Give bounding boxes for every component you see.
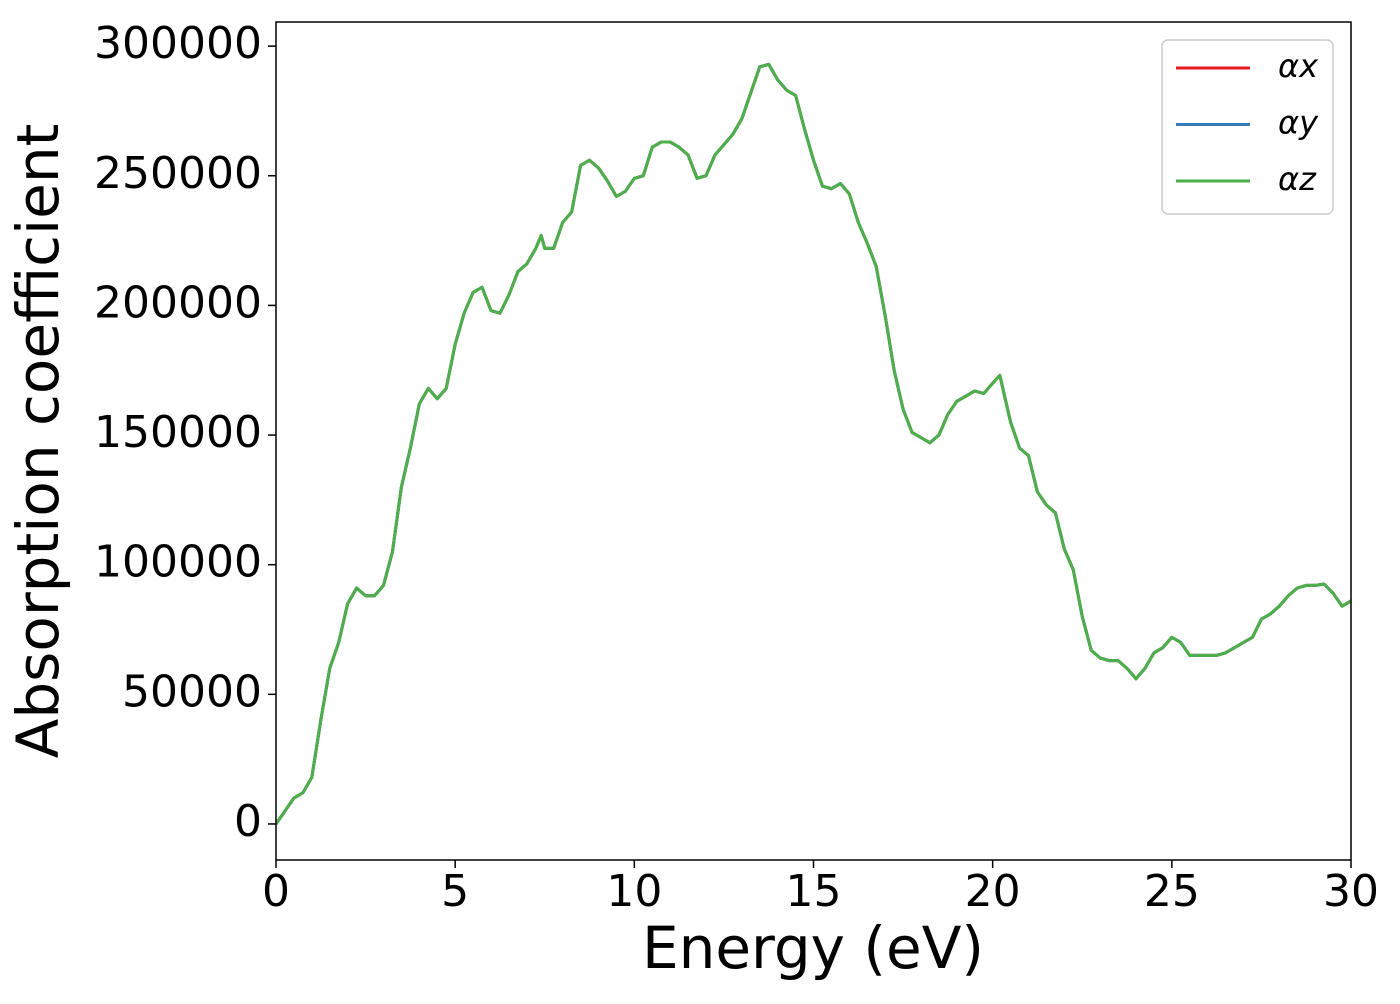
x-tick-label: 30 bbox=[1323, 866, 1379, 917]
line-series bbox=[276, 62, 1351, 825]
legend-label: αx bbox=[1278, 47, 1319, 85]
y-tick-label: 150000 bbox=[94, 407, 262, 458]
x-axis-label: Energy (eV) bbox=[642, 914, 984, 982]
plot-frame bbox=[275, 21, 1352, 861]
y-tick-label: 0 bbox=[234, 796, 262, 847]
x-tick-label: 25 bbox=[1144, 866, 1200, 917]
legend-label: αz bbox=[1278, 160, 1317, 198]
x-tick-label: 5 bbox=[441, 866, 469, 917]
y-axis-label: Absorption coefficient bbox=[4, 124, 72, 759]
y-tick-label: 50000 bbox=[122, 666, 262, 717]
x-tick-label: 10 bbox=[606, 866, 662, 917]
legend-label: αy bbox=[1278, 104, 1319, 142]
x-tick-label: 20 bbox=[965, 866, 1021, 917]
y-tick-label: 250000 bbox=[94, 148, 262, 199]
y-tick-label: 300000 bbox=[94, 18, 262, 69]
y-tick-label: 200000 bbox=[94, 277, 262, 328]
x-tick-label: 15 bbox=[786, 866, 842, 917]
legend-box bbox=[1161, 39, 1334, 215]
y-tick-label: 100000 bbox=[94, 537, 262, 588]
x-tick-label: 0 bbox=[262, 866, 290, 917]
